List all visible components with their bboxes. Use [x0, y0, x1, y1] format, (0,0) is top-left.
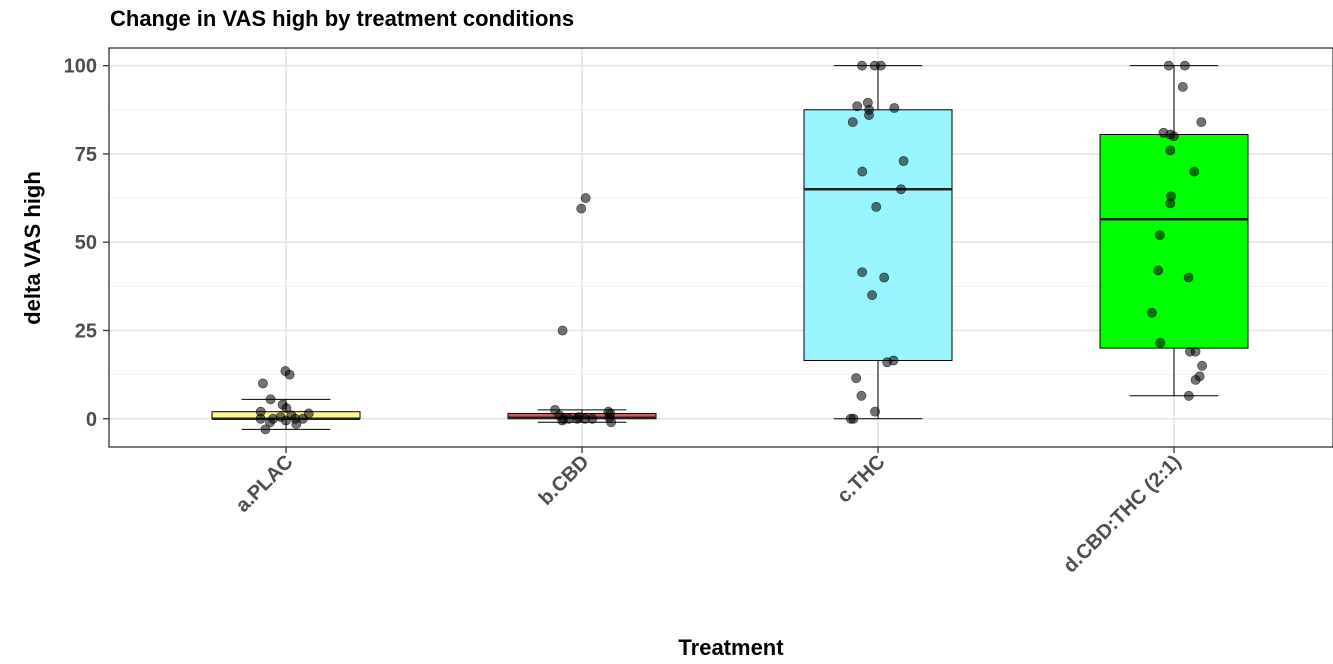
data-point	[1147, 307, 1157, 318]
data-point	[255, 413, 266, 424]
data-point	[889, 103, 900, 113]
plot-panel-border	[108, 47, 1333, 448]
y-tick-label: 100	[64, 56, 97, 78]
x-tick-label: b.CBD	[535, 451, 594, 510]
x-tick-label: d.CBD:THC (2:1)	[1059, 451, 1185, 577]
data-point	[898, 156, 909, 166]
x-tick-label: c.THC	[833, 451, 889, 507]
data-point	[1155, 337, 1166, 348]
data-point	[857, 166, 868, 177]
x-axis: a.PLAC b.CBD c.THC d.CBD:THC (2:1)	[232, 447, 1186, 577]
y-tick-label: 75	[75, 144, 97, 166]
chart-title: Change in VAS high by treatment conditio…	[110, 6, 574, 31]
data-point	[1183, 272, 1194, 283]
data-point	[1190, 375, 1201, 385]
data-point	[576, 203, 587, 214]
points-layer	[255, 60, 1208, 435]
data-point	[852, 101, 863, 112]
data-point	[265, 417, 276, 428]
x-axis-title: Treatment	[678, 635, 784, 660]
data-point	[1183, 390, 1194, 401]
y-axis: 0 25 50 75 100	[64, 56, 109, 431]
data-point	[882, 357, 893, 368]
box-iqr	[1099, 134, 1249, 349]
data-point	[1165, 198, 1176, 209]
data-point	[845, 413, 856, 424]
y-tick-label: 50	[75, 232, 97, 254]
y-tick-label: 0	[86, 409, 97, 431]
data-point	[864, 110, 874, 120]
data-point	[867, 290, 878, 301]
data-point	[1189, 166, 1200, 177]
y-tick-label: 25	[75, 320, 97, 342]
data-point	[260, 424, 271, 435]
data-point	[1179, 60, 1190, 71]
data-point	[557, 415, 568, 426]
data-point	[1197, 360, 1208, 371]
data-point	[291, 419, 302, 429]
data-point	[875, 60, 886, 71]
data-point	[896, 184, 906, 195]
data-point	[871, 201, 882, 212]
data-point	[580, 193, 591, 203]
data-point	[606, 417, 617, 428]
data-point	[1165, 145, 1176, 156]
x-tick-label: a.PLAC	[232, 451, 298, 517]
data-point	[1177, 81, 1188, 92]
data-point	[587, 413, 598, 424]
data-point	[847, 117, 858, 128]
data-point	[284, 369, 295, 380]
box-iqr	[803, 109, 953, 361]
data-point	[1154, 230, 1165, 241]
data-point	[1163, 60, 1174, 71]
data-point	[851, 373, 862, 384]
y-axis-title: delta VAS high	[20, 171, 45, 325]
data-point	[258, 378, 268, 389]
data-point	[1190, 346, 1201, 357]
data-point	[1153, 265, 1164, 276]
data-point	[557, 325, 568, 336]
data-point	[265, 394, 276, 405]
data-point	[870, 406, 880, 417]
data-point	[856, 390, 867, 401]
data-point	[1168, 131, 1179, 142]
data-point	[1196, 117, 1207, 128]
data-point	[857, 60, 867, 71]
data-point	[281, 403, 292, 414]
data-point	[281, 415, 291, 426]
data-point	[857, 267, 868, 278]
data-point	[879, 272, 890, 283]
